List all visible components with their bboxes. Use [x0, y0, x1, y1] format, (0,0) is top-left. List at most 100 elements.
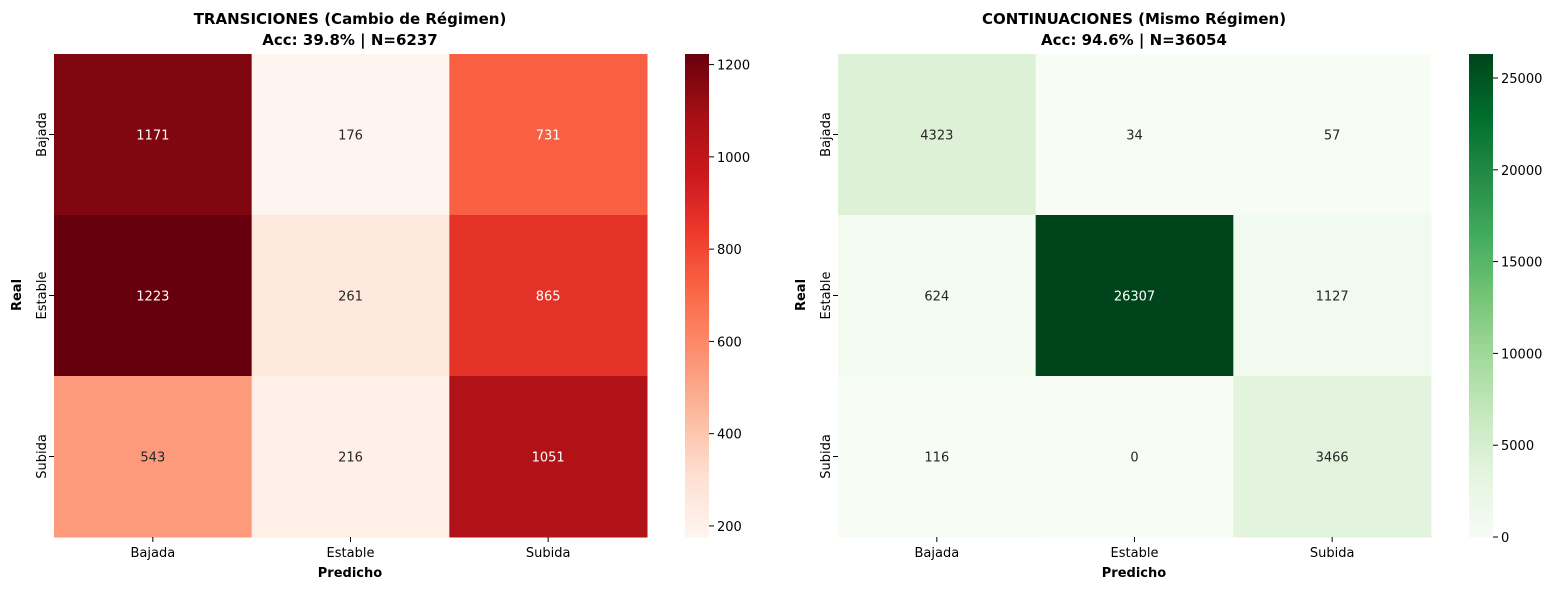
- y-tick-labels: Bajada Estable Subida: [819, 112, 838, 479]
- cell-value-label: 176: [338, 129, 363, 144]
- x-tick-label: Estable: [1111, 546, 1159, 561]
- colorbar-segment: [1469, 62, 1493, 67]
- colorbar-segment: [685, 263, 709, 268]
- colorbar-segment: [1469, 347, 1493, 353]
- colorbar-segment: [1469, 210, 1493, 216]
- cell-value-label: 57: [1324, 129, 1341, 144]
- colorbar-segment: [1469, 138, 1493, 144]
- colorbar-segment: [1469, 416, 1493, 421]
- colorbar-segment: [685, 512, 709, 518]
- colorbar-segment: [1469, 227, 1493, 232]
- colorbar-segment: [1469, 508, 1493, 514]
- colorbar-segment: [685, 86, 709, 91]
- colorbar-segment: [685, 275, 709, 280]
- colorbar-segment: [1469, 106, 1493, 111]
- colorbar-segment: [1469, 54, 1493, 59]
- colorbar-segment: [685, 70, 709, 75]
- chart-title: CONTINUACIONES (Mismo Régimen): [982, 10, 1286, 28]
- colorbar-segment: [685, 420, 709, 425]
- colorbar-segment: [1469, 122, 1493, 128]
- colorbar-segment: [685, 202, 709, 208]
- colorbar-segment: [685, 452, 709, 458]
- colorbar-segment: [685, 351, 709, 357]
- colorbar-segment: [1469, 243, 1493, 248]
- colorbar-segment: [1469, 343, 1493, 349]
- colorbar-segment: [685, 520, 709, 526]
- colorbar-segment: [685, 408, 709, 413]
- y-axis-label: Real: [794, 279, 809, 311]
- colorbar-segment: [685, 299, 709, 305]
- colorbar-tick-label: 25000: [1501, 72, 1542, 87]
- colorbar-segment: [1469, 235, 1493, 240]
- colorbar-segment: [685, 62, 709, 67]
- colorbar-segment: [1469, 190, 1493, 196]
- colorbar-tick-label: 15000: [1501, 256, 1542, 271]
- cell-value-label: 261: [338, 290, 363, 305]
- heatmap-panel-transiciones: TRANSICIONES (Cambio de Régimen) Acc: 39…: [10, 10, 750, 581]
- colorbar-segment: [685, 504, 709, 510]
- colorbar-segment: [685, 287, 709, 293]
- heatmap-cell: [449, 376, 648, 538]
- colorbar-tick-label: 5000: [1501, 439, 1534, 454]
- heatmap-cell: [1233, 215, 1432, 377]
- colorbar-segment: [685, 456, 709, 462]
- heatmap-cell: [1035, 54, 1234, 216]
- colorbar-segment: [1469, 359, 1493, 365]
- colorbar-segment: [1469, 524, 1493, 530]
- colorbar-segment: [685, 74, 709, 79]
- colorbar-segment: [1469, 436, 1493, 441]
- colorbar-segment: [685, 134, 709, 140]
- y-axis-label: Real: [10, 279, 25, 311]
- colorbar-segment: [685, 472, 709, 478]
- colorbar-segment: [1469, 58, 1493, 63]
- cell-value-label: 216: [338, 451, 363, 466]
- heatmap-cell: [1035, 215, 1234, 377]
- colorbar-segment: [1469, 291, 1493, 297]
- colorbar-segment: [685, 516, 709, 522]
- cell-value-label: 1127: [1316, 290, 1349, 305]
- heatmap-cell: [838, 54, 1037, 216]
- colorbar-segment: [685, 271, 709, 276]
- colorbar-segment: [685, 267, 709, 272]
- colorbar-segment: [1469, 231, 1493, 236]
- colorbar-segment: [685, 114, 709, 119]
- heatmap-cell: [54, 54, 253, 216]
- colorbar-segment: [685, 303, 709, 309]
- colorbar-segment: [1469, 396, 1493, 401]
- colorbar-segment: [1469, 283, 1493, 289]
- colorbar-tick-label: 200: [717, 520, 742, 535]
- colorbar-segment: [685, 186, 709, 192]
- colorbar-segment: [685, 355, 709, 361]
- colorbar-segment: [685, 416, 709, 421]
- colorbar-segment: [685, 307, 709, 313]
- colorbar-segment: [685, 484, 709, 490]
- colorbar-segment: [685, 206, 709, 212]
- colorbar-segment: [1469, 444, 1493, 450]
- colorbar-segment: [685, 335, 709, 341]
- colorbar-segment: [685, 311, 709, 317]
- colorbar-segment: [685, 384, 709, 389]
- cell-value-label: 624: [924, 290, 949, 305]
- colorbar-segment: [685, 58, 709, 63]
- colorbar-segment: [1469, 98, 1493, 103]
- heatmap-cell: [449, 215, 648, 377]
- colorbar-segment: [685, 174, 709, 180]
- colorbar-segment: [685, 343, 709, 349]
- colorbar-segment: [1469, 464, 1493, 470]
- colorbar-segment: [1469, 263, 1493, 268]
- colorbar-segment: [1469, 178, 1493, 184]
- colorbar-segment: [1469, 154, 1493, 160]
- colorbar-segment: [1469, 215, 1493, 220]
- colorbar-segment: [685, 347, 709, 353]
- colorbar-segment: [685, 295, 709, 301]
- colorbar-tick-label: 20000: [1501, 164, 1542, 179]
- heatmap-cell: [251, 54, 450, 216]
- colorbar-segment: [1469, 307, 1493, 313]
- colorbar-segment: [685, 106, 709, 111]
- colorbar-segment: [1469, 428, 1493, 433]
- colorbar-segment: [1469, 134, 1493, 140]
- colorbar-segment: [685, 247, 709, 252]
- colorbar-segment: [685, 182, 709, 188]
- colorbar-segment: [1469, 512, 1493, 518]
